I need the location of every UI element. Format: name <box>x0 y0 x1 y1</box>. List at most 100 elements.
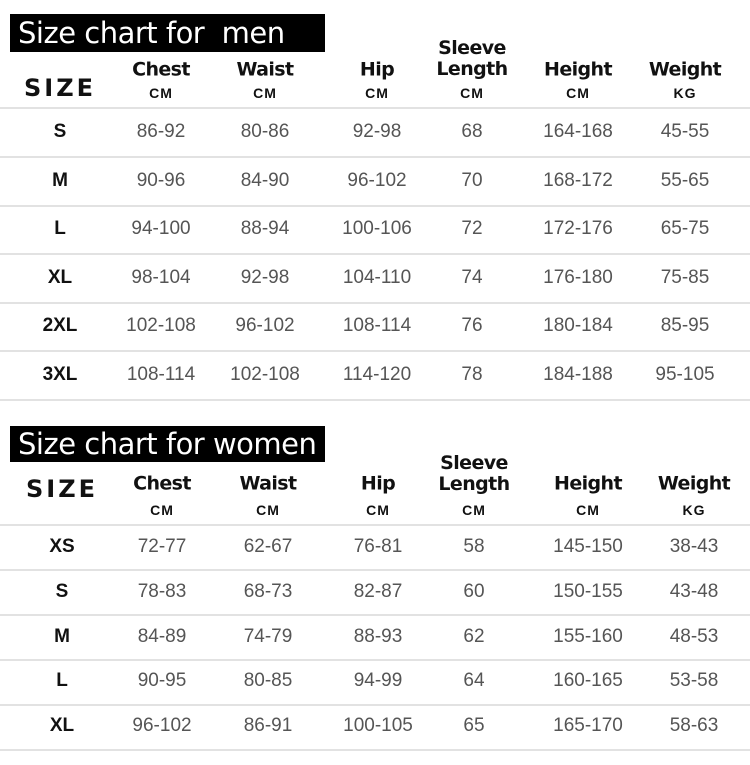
column-unit: CM <box>150 502 174 518</box>
measurement-cell: 68 <box>461 121 483 142</box>
measurement-cell: 58 <box>463 536 485 557</box>
column-header: Weight <box>657 472 731 495</box>
column-unit: CM <box>460 85 484 101</box>
divider <box>0 614 750 616</box>
measurement-cell: 45-55 <box>660 121 710 142</box>
size-label: L <box>56 670 68 692</box>
measurement-cell: 100-105 <box>343 715 413 737</box>
divider <box>0 205 750 207</box>
column-header: Chest <box>132 58 190 81</box>
measurement-cell: 85-95 <box>660 315 710 336</box>
measurement-cell: 172-176 <box>543 218 613 239</box>
size-column-header: SIZE <box>25 475 99 503</box>
measurement-cell: 58-63 <box>669 715 719 737</box>
divider <box>0 704 750 706</box>
measurement-cell: 100-106 <box>342 218 412 239</box>
column-header: Sleeve Length <box>436 37 508 80</box>
measurement-cell: 78 <box>461 363 483 385</box>
column-unit: CM <box>566 85 590 101</box>
divider <box>0 399 750 401</box>
measurement-cell: 84-90 <box>240 169 290 191</box>
measurement-cell: 96-102 <box>132 715 192 737</box>
measurement-cell: 62-67 <box>243 536 293 557</box>
measurement-cell: 94-100 <box>131 218 191 239</box>
column-header: Height <box>554 472 623 495</box>
column-unit: CM <box>149 85 173 101</box>
measurement-cell: 92-98 <box>352 121 402 142</box>
size-label: M <box>54 625 70 647</box>
column-unit: CM <box>365 85 389 101</box>
measurement-cell: 65 <box>463 715 485 737</box>
divider <box>0 107 750 109</box>
size-label: 3XL <box>42 363 78 385</box>
measurement-cell: 176-180 <box>543 266 613 288</box>
divider <box>0 302 750 304</box>
column-header: Hip <box>360 472 396 495</box>
size-label: XS <box>49 536 75 557</box>
measurement-cell: 104-110 <box>342 266 412 288</box>
measurement-cell: 102-108 <box>230 363 300 385</box>
measurement-cell: 102-108 <box>126 315 196 336</box>
size-column-header: SIZE <box>23 74 97 102</box>
measurement-cell: 145-150 <box>553 536 623 557</box>
measurement-cell: 75-85 <box>660 266 710 288</box>
measurement-cell: 92-98 <box>240 266 290 288</box>
measurement-cell: 155-160 <box>553 625 623 647</box>
measurement-cell: 43-48 <box>669 580 719 602</box>
measurement-cell: 90-96 <box>136 169 186 191</box>
measurement-cell: 94-99 <box>353 670 403 692</box>
measurement-cell: 70 <box>461 169 483 191</box>
measurement-cell: 38-43 <box>669 536 719 557</box>
column-unit: CM <box>366 502 390 518</box>
size-label: L <box>54 218 66 239</box>
measurement-cell: 96-102 <box>235 315 295 336</box>
measurement-cell: 86-92 <box>136 121 186 142</box>
column-unit: KG <box>673 85 697 101</box>
measurement-cell: 62 <box>463 625 485 647</box>
measurement-cell: 74 <box>461 266 483 288</box>
column-header: Height <box>544 58 613 81</box>
men-chart-title: Size chart for men <box>10 14 325 52</box>
measurement-cell: 76-81 <box>353 536 403 557</box>
divider <box>0 659 750 661</box>
measurement-cell: 55-65 <box>660 169 710 191</box>
column-header: Chest <box>133 472 191 495</box>
measurement-cell: 114-120 <box>342 363 412 385</box>
column-unit: CM <box>576 502 600 518</box>
column-unit: CM <box>462 502 486 518</box>
divider <box>0 350 750 352</box>
measurement-cell: 60 <box>463 580 485 602</box>
divider <box>0 156 750 158</box>
measurement-cell: 96-102 <box>347 169 407 191</box>
column-unit: KG <box>682 502 706 518</box>
column-unit: CM <box>256 502 280 518</box>
measurement-cell: 82-87 <box>353 580 403 602</box>
measurement-cell: 48-53 <box>669 625 719 647</box>
column-header: Weight <box>648 58 722 81</box>
measurement-cell: 160-165 <box>553 670 623 692</box>
size-label: 2XL <box>42 315 78 336</box>
measurement-cell: 164-168 <box>543 121 613 142</box>
measurement-cell: 78-83 <box>137 580 187 602</box>
column-header: Waist <box>236 58 294 81</box>
measurement-cell: 86-91 <box>243 715 293 737</box>
measurement-cell: 74-79 <box>243 625 293 647</box>
measurement-cell: 165-170 <box>553 715 623 737</box>
measurement-cell: 68-73 <box>243 580 293 602</box>
size-label: S <box>55 580 69 602</box>
size-label: XL <box>49 715 75 737</box>
measurement-cell: 180-184 <box>543 315 613 336</box>
column-header: Sleeve Length <box>438 452 510 495</box>
divider <box>0 253 750 255</box>
measurement-cell: 184-188 <box>543 363 613 385</box>
measurement-cell: 150-155 <box>553 580 623 602</box>
measurement-cell: 168-172 <box>543 169 613 191</box>
measurement-cell: 53-58 <box>669 670 719 692</box>
measurement-cell: 65-75 <box>660 218 710 239</box>
divider <box>0 524 750 526</box>
measurement-cell: 108-114 <box>126 363 196 385</box>
size-label: S <box>53 121 67 142</box>
measurement-cell: 88-94 <box>240 218 290 239</box>
measurement-cell: 76 <box>461 315 483 336</box>
divider <box>0 569 750 571</box>
